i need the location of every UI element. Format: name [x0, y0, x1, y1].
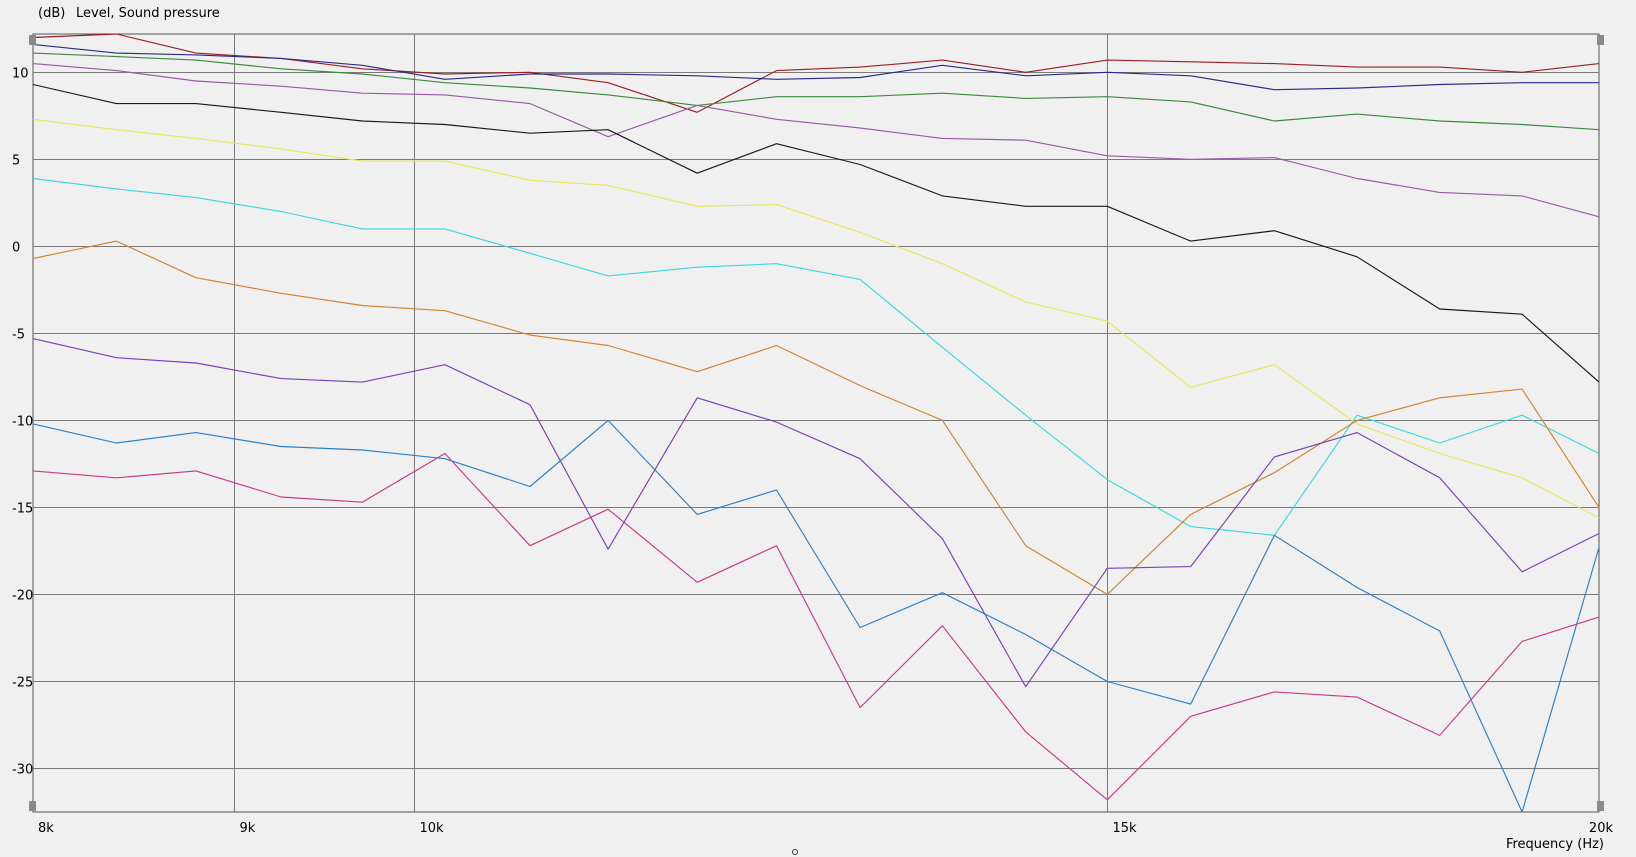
scroll-indicator[interactable] [792, 849, 798, 855]
range-handle-top-right[interactable] [1597, 35, 1604, 45]
series-line-6 [32, 118, 1600, 519]
x-tick-label: 20k [1589, 821, 1614, 836]
series-line-2 [32, 43, 1599, 91]
y-tick-labels: 10 5 0 -5 -10 -15 -20 -25 -30 [12, 67, 33, 778]
x-tick-label: 9k [240, 821, 256, 836]
series-line-4 [32, 63, 1600, 218]
series-line-9 [32, 338, 1600, 688]
y-tick-label: 0 [12, 241, 20, 256]
x-tick-label: 10k [420, 821, 445, 836]
y-tick-label: -10 [12, 415, 33, 430]
y-tick-label: -5 [12, 328, 25, 343]
y-gridlines [33, 72, 1599, 769]
y-tick-label: -30 [12, 763, 33, 778]
x-tick-labels: 8k 9k 10k 15k 20k [38, 821, 1613, 836]
x-axis-label: Frequency (Hz) [1506, 837, 1604, 852]
series-line-5 [32, 83, 1600, 383]
plot-area [32, 33, 1600, 813]
series-line-8 [32, 240, 1600, 595]
y-tick-label: 10 [12, 67, 29, 82]
series-line-1 [32, 33, 1600, 113]
range-handle-bottom-right[interactable] [1597, 801, 1604, 811]
series-line-7 [32, 177, 1600, 536]
series-line-3 [32, 52, 1600, 131]
y-tick-label: -25 [12, 676, 33, 691]
y-tick-label: -20 [12, 589, 33, 604]
series-lines [32, 33, 1600, 813]
series-line-11 [32, 452, 1600, 801]
range-handle-bottom-left[interactable] [29, 801, 36, 811]
y-axis-unit: (dB) [38, 6, 65, 21]
x-tick-label: 8k [38, 821, 54, 836]
series-line-10 [32, 419, 1600, 813]
range-handles[interactable] [29, 35, 1604, 811]
y-tick-label: -15 [12, 502, 33, 517]
x-tick-label: 15k [1113, 821, 1138, 836]
y-tick-label: 5 [12, 154, 20, 169]
x-gridlines [234, 34, 1108, 812]
chart-title: Level, Sound pressure [76, 6, 220, 21]
range-handle-top-left[interactable] [29, 35, 36, 45]
